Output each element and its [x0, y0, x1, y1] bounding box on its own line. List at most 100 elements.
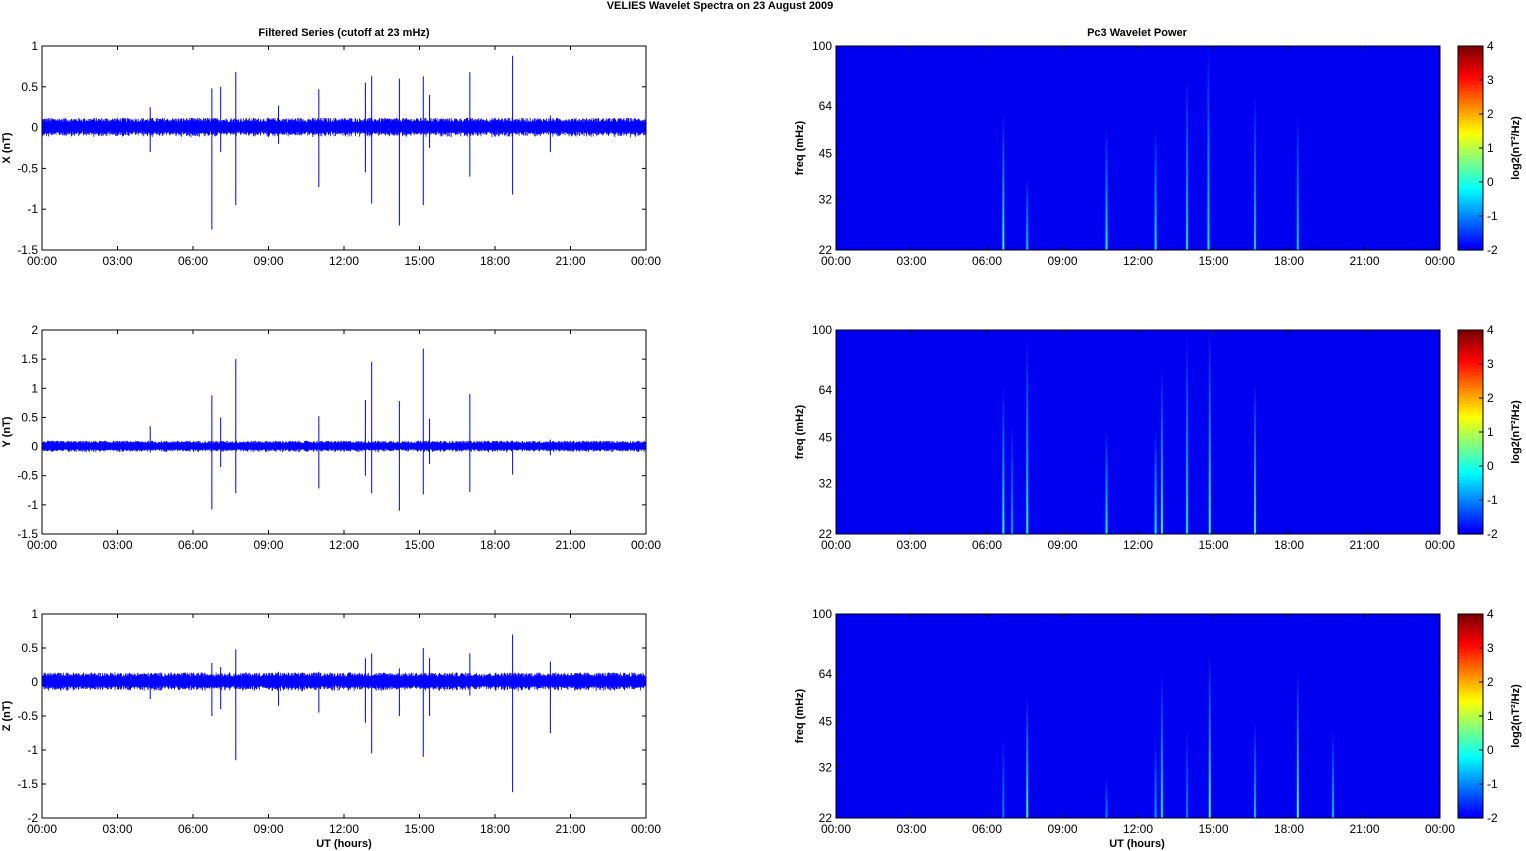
y-axis-label: freq (mHz) — [794, 120, 806, 175]
colorbar-swatch — [1458, 349, 1483, 353]
plot-frame — [835, 329, 1441, 535]
colorbar-swatch — [1458, 814, 1483, 819]
colorbar-swatch — [1458, 798, 1483, 803]
colorbar-swatch — [1458, 716, 1483, 720]
x-tick-label: 18:00 — [480, 822, 510, 836]
colorbar-label: log2(nT²/Hz) — [1510, 116, 1522, 180]
x-tick-label: 00:00 — [821, 254, 851, 268]
colorbar-tick-label: 1 — [1487, 425, 1494, 439]
colorbar-tick-label: 3 — [1487, 641, 1494, 655]
colorbar-swatch — [1458, 71, 1483, 76]
colorbar-swatch — [1458, 157, 1483, 162]
colorbar-tick-label: 4 — [1487, 39, 1494, 53]
x-tick-label: 00:00 — [27, 822, 57, 836]
colorbar-swatch — [1458, 384, 1483, 388]
colorbar-swatch — [1458, 106, 1483, 111]
y-tick-label: -1 — [27, 202, 38, 216]
x-tick-label: 03:00 — [102, 254, 132, 268]
colorbar-swatch — [1458, 176, 1483, 181]
wavelet-streak — [1186, 76, 1189, 250]
colorbar-swatch — [1458, 144, 1483, 149]
x-tick-label: 15:00 — [1198, 538, 1228, 552]
colorbar-swatch — [1458, 712, 1483, 717]
x-tick-label: 09:00 — [1047, 538, 1077, 552]
wavelet-streak — [1154, 428, 1157, 534]
colorbar-tick-label: 3 — [1487, 73, 1494, 87]
colorbar-swatch — [1458, 151, 1483, 155]
y-tick-label: -2 — [27, 811, 38, 825]
x-tick-label: 21:00 — [1349, 822, 1379, 836]
x-tick-label: 18:00 — [1274, 538, 1304, 552]
colorbar-swatch — [1458, 141, 1483, 146]
wavelet-streak — [1026, 176, 1029, 250]
colorbar-swatch — [1458, 211, 1483, 216]
x-tick-label: 21:00 — [555, 822, 585, 836]
colorbar-swatch — [1458, 352, 1483, 357]
colorbar-swatch — [1458, 333, 1483, 337]
plot-area — [42, 614, 646, 818]
x-tick-label: 09:00 — [1047, 254, 1077, 268]
wavelet-streak — [1026, 694, 1029, 818]
plot-frame — [835, 613, 1441, 819]
colorbar-swatch — [1458, 128, 1483, 133]
colorbar-tick-label: -1 — [1487, 777, 1498, 791]
colorbar-swatch — [1458, 68, 1483, 73]
colorbar-swatch — [1458, 731, 1483, 736]
x-tick-label: 12:00 — [1123, 538, 1153, 552]
y-tick-label: 32 — [819, 193, 833, 207]
colorbar-swatch — [1458, 390, 1483, 395]
colorbar-swatch — [1458, 703, 1483, 708]
colorbar-swatch — [1458, 227, 1483, 232]
colorbar-tick-label: 0 — [1487, 175, 1494, 189]
colorbar-swatch — [1458, 77, 1483, 82]
left-x-axis-label: UT (hours) — [316, 838, 372, 850]
colorbar-swatch — [1458, 805, 1483, 810]
colorbar-swatch — [1458, 49, 1483, 53]
colorbar-tick-label: 4 — [1487, 323, 1494, 337]
colorbar-label: log2(nT²/Hz) — [1510, 684, 1522, 748]
colorbar-swatch — [1458, 489, 1483, 494]
plot-frame — [41, 329, 647, 535]
y-tick-label: 1 — [31, 607, 38, 621]
x-tick-label: 06:00 — [972, 538, 1002, 552]
colorbar-swatch — [1458, 808, 1483, 813]
heatmap-background — [836, 46, 1440, 250]
colorbar-swatch — [1458, 770, 1483, 774]
colorbar-swatch — [1458, 530, 1483, 535]
colorbar-swatch — [1458, 479, 1483, 484]
wavelet-streak — [1002, 388, 1005, 534]
y-tick-label: 1 — [31, 39, 38, 53]
colorbar-swatch — [1458, 811, 1483, 816]
x-tick-label: 00:00 — [631, 822, 661, 836]
x-tick-label: 12:00 — [329, 254, 359, 268]
wavelet-streak — [1026, 336, 1029, 534]
colorbar-tick-label: 1 — [1487, 709, 1494, 723]
colorbar-swatch — [1458, 629, 1483, 634]
y-tick-label: 22 — [819, 527, 833, 541]
colorbar-swatch — [1458, 677, 1483, 682]
colorbar-swatch — [1458, 696, 1483, 701]
colorbar-swatch — [1458, 93, 1483, 98]
y-tick-label: -1.5 — [17, 527, 38, 541]
colorbar-swatch — [1458, 365, 1483, 369]
wavelet-streak — [1208, 330, 1211, 534]
y-tick-label: 0 — [31, 675, 38, 689]
colorbar-swatch — [1458, 795, 1483, 800]
colorbar-swatch — [1458, 438, 1483, 443]
colorbar-swatch — [1458, 508, 1483, 513]
x-tick-label: 00:00 — [631, 538, 661, 552]
panels-layer: 00:00 03:00 06:00 09:00 12:00 15:00 18:00 21:00… — [1, 39, 1522, 836]
x-tick-label: 15:00 — [1198, 254, 1228, 268]
x-tick-label: 03:00 — [896, 538, 926, 552]
x-tick-label: 06:00 — [972, 254, 1002, 268]
y-tick-label: 45 — [819, 431, 833, 445]
x-tick-label: 06:00 — [178, 254, 208, 268]
colorbar-swatch — [1458, 473, 1483, 478]
y-tick-label: -0.5 — [17, 709, 38, 723]
x-tick-label: 00:00 — [27, 254, 57, 268]
colorbar-swatch — [1458, 502, 1483, 506]
x-tick-label: 21:00 — [1349, 254, 1379, 268]
colorbar-swatch — [1458, 432, 1483, 436]
colorbar-swatch — [1458, 135, 1483, 140]
x-tick-label: 03:00 — [896, 254, 926, 268]
